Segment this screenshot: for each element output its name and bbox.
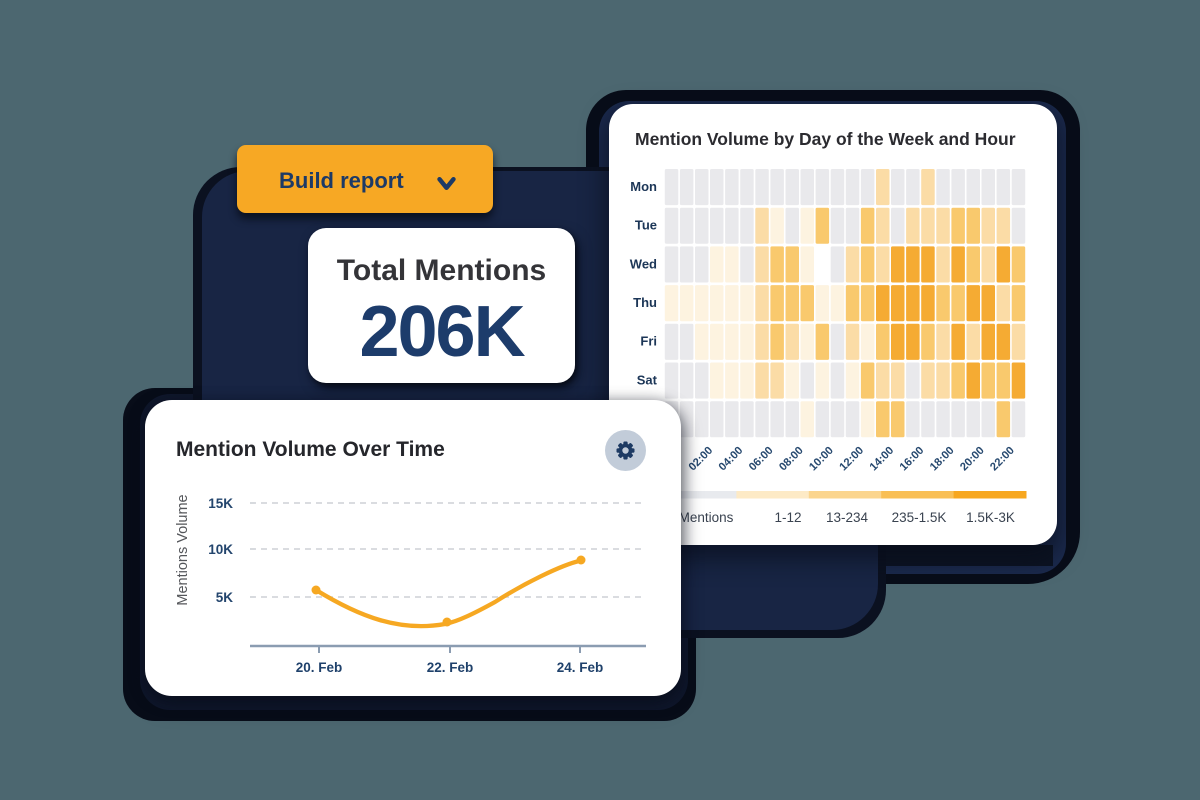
svg-text:Fri: Fri — [640, 334, 657, 349]
svg-text:24. Feb: 24. Feb — [557, 660, 604, 675]
svg-text:Sat: Sat — [637, 372, 658, 387]
svg-text:10:00: 10:00 — [807, 445, 836, 474]
svg-text:Mentions Volume: Mentions Volume — [175, 494, 191, 605]
svg-text:22. Feb: 22. Feb — [427, 660, 474, 675]
svg-text:22:00: 22:00 — [988, 445, 1017, 474]
svg-text:1-12: 1-12 — [774, 510, 801, 525]
svg-text:06:00: 06:00 — [747, 445, 776, 474]
svg-text:15K: 15K — [208, 496, 233, 511]
svg-text:02:00: 02:00 — [687, 445, 716, 474]
svg-text:13-234: 13-234 — [826, 510, 869, 525]
svg-text:20. Feb: 20. Feb — [296, 660, 343, 675]
svg-text:Mentions: Mentions — [679, 510, 734, 525]
svg-text:Mon: Mon — [630, 179, 657, 194]
svg-text:20:00: 20:00 — [958, 445, 987, 474]
svg-text:Thu: Thu — [633, 295, 657, 310]
svg-text:14:00: 14:00 — [868, 445, 897, 474]
svg-text:5K: 5K — [216, 590, 234, 605]
svg-text:18:00: 18:00 — [928, 445, 957, 474]
svg-text:12:00: 12:00 — [837, 445, 866, 474]
svg-text:Tue: Tue — [635, 218, 657, 233]
svg-text:04:00: 04:00 — [717, 445, 746, 474]
svg-text:1.5K-3K: 1.5K-3K — [966, 510, 1015, 525]
svg-text:16:00: 16:00 — [898, 445, 927, 474]
svg-text:235-1.5K: 235-1.5K — [892, 510, 947, 525]
svg-text:08:00: 08:00 — [777, 445, 806, 474]
svg-text:Wed: Wed — [630, 256, 657, 271]
svg-text:10K: 10K — [208, 542, 233, 557]
